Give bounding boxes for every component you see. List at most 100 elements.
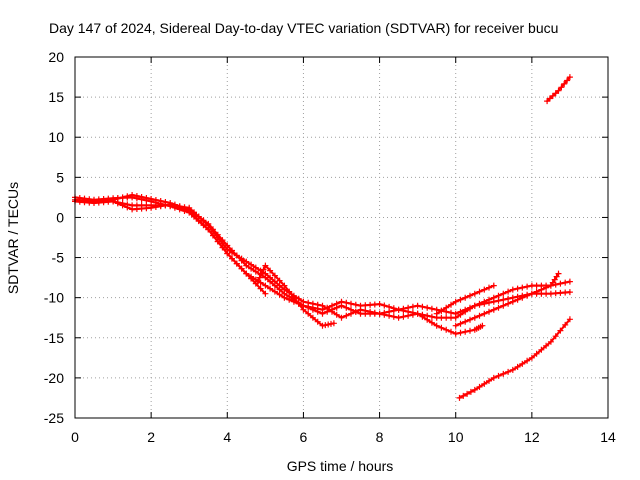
data-point-marker	[119, 194, 126, 201]
data-point-marker	[528, 354, 535, 361]
data-point-marker	[390, 307, 397, 314]
data-point-marker	[481, 286, 488, 293]
series-layer	[72, 74, 573, 401]
x-tick-label: 0	[71, 429, 79, 445]
y-tick-label: 15	[48, 89, 64, 105]
data-point-marker	[514, 285, 521, 292]
data-point-marker	[419, 313, 426, 320]
data-point-marker	[476, 383, 483, 390]
data-point-marker	[376, 301, 383, 308]
data-point-marker	[329, 308, 335, 315]
data-point-marker	[238, 255, 245, 262]
data-point-marker	[267, 267, 274, 274]
data-point-marker	[338, 302, 345, 309]
data-point-marker	[314, 308, 321, 315]
data-point-marker	[229, 255, 235, 262]
x-tick-label: 6	[300, 429, 308, 445]
data-point-marker	[256, 274, 263, 281]
data-point-marker	[462, 328, 469, 335]
data-point-marker	[457, 320, 464, 327]
data-point-marker	[490, 374, 497, 381]
data-point-marker	[319, 310, 326, 317]
data-point-marker	[110, 198, 117, 205]
data-point-marker	[481, 298, 488, 305]
data-point-marker	[281, 282, 288, 289]
data-point-marker	[348, 300, 354, 307]
data-point-marker	[171, 203, 178, 210]
data-point-marker	[386, 312, 393, 319]
data-point-marker	[319, 302, 326, 309]
plot-frame	[74, 56, 609, 419]
y-tick-label: -10	[44, 290, 64, 306]
data-point-marker	[262, 262, 269, 269]
data-point-marker	[305, 299, 312, 306]
data-point-marker	[191, 212, 197, 219]
data-point-marker	[324, 305, 331, 312]
data-point-marker	[495, 372, 502, 379]
data-point-marker	[467, 327, 473, 334]
data-point-marker	[238, 265, 245, 272]
data-point-marker	[309, 306, 316, 313]
data-point-marker	[456, 394, 463, 401]
data-point-marker	[438, 307, 445, 314]
data-point-marker	[314, 318, 321, 325]
data-point-marker	[210, 232, 216, 239]
data-point-marker	[428, 313, 435, 320]
data-point-marker	[552, 90, 559, 97]
data-point-marker	[460, 392, 467, 399]
data-point-marker	[271, 278, 278, 285]
data-point-marker	[224, 250, 231, 257]
data-point-marker	[362, 307, 369, 314]
data-point-marker	[276, 291, 283, 298]
data-point-marker	[486, 308, 492, 315]
data-point-marker	[300, 298, 307, 305]
data-point-marker	[519, 360, 526, 367]
data-point-marker	[152, 204, 159, 210]
data-point-marker	[409, 311, 416, 318]
data-point-marker	[561, 80, 568, 87]
data-point-marker	[557, 327, 564, 334]
data-point-marker	[133, 193, 140, 199]
x-tick-label: 4	[223, 429, 231, 445]
data-point-marker	[428, 305, 435, 312]
data-point-marker	[152, 197, 159, 203]
data-point-marker	[486, 377, 492, 384]
data-point-marker	[400, 313, 407, 320]
data-point-marker	[333, 311, 340, 318]
data-point-marker	[509, 366, 516, 373]
data-point-marker	[143, 195, 150, 201]
data-point-marker	[290, 294, 297, 301]
data-point-marker	[114, 200, 121, 207]
data-point-marker	[248, 275, 255, 282]
data-point-marker	[505, 300, 512, 307]
data-point-marker	[467, 305, 473, 312]
data-point-marker	[243, 270, 250, 277]
data-point-marker	[505, 288, 512, 295]
data-point-marker	[257, 279, 264, 286]
data-point-marker	[248, 261, 255, 268]
data-point-marker	[552, 333, 559, 340]
data-point-marker	[464, 390, 471, 397]
data-point-marker	[467, 316, 473, 323]
data-point-marker	[557, 280, 564, 287]
data-point-marker	[547, 338, 554, 345]
data-point-marker	[476, 312, 483, 319]
data-point-marker	[433, 322, 440, 329]
data-point-marker	[500, 302, 507, 309]
data-point-marker	[424, 316, 431, 323]
data-point-marker	[148, 204, 155, 211]
data-point-marker	[471, 302, 478, 309]
data-point-marker	[148, 196, 155, 202]
data-point-marker	[409, 303, 416, 310]
data-point-marker	[562, 321, 569, 328]
data-point-marker	[333, 304, 340, 311]
data-point-marker	[381, 302, 388, 309]
data-point-marker	[564, 77, 571, 84]
data-point-marker	[338, 314, 345, 321]
data-point-marker	[305, 310, 312, 317]
x-tick-label: 8	[376, 429, 384, 445]
data-point-marker	[243, 258, 250, 265]
y-tick-label: 10	[48, 129, 64, 145]
data-point-marker	[500, 296, 507, 303]
